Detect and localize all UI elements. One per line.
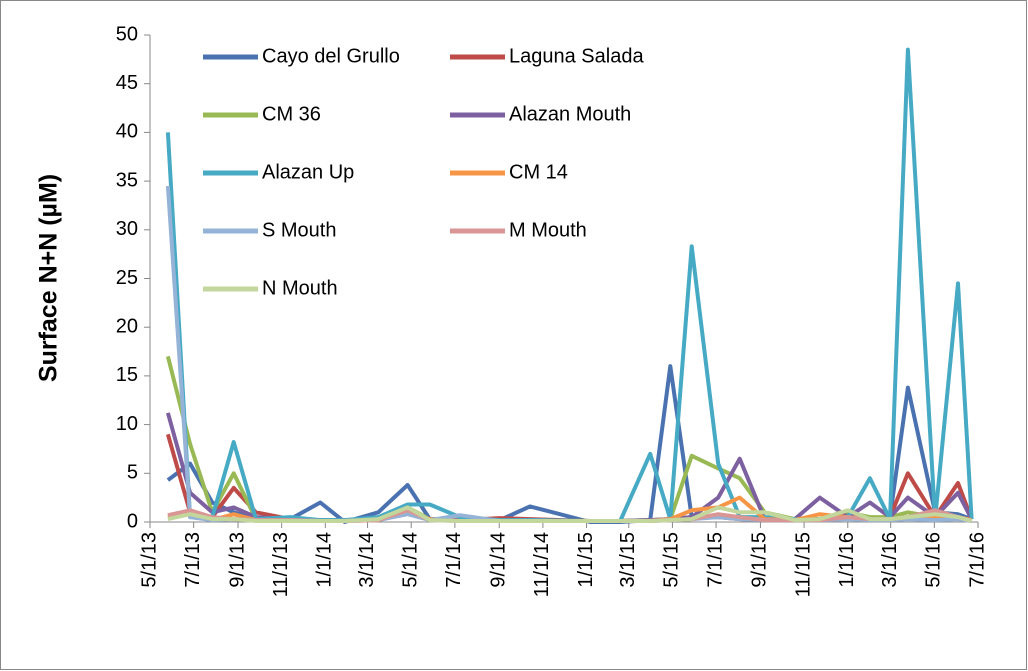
y-tick-label: 10 [116,413,138,435]
y-tick-label: 5 [127,462,138,484]
x-tick-label: 5/1/14 [399,532,421,588]
y-tick-label: 15 [116,364,138,386]
legend-label: Cayo del Grullo [262,45,400,67]
x-tick-label: 11/1/13 [270,532,292,597]
y-tick-label: 30 [116,218,138,240]
x-tick-label: 5/1/13 [138,532,160,588]
x-tick-label: 11/1/14 [531,532,553,597]
y-tick-label: 20 [116,315,138,337]
y-tick-label: 50 [116,23,138,45]
x-tick-label: 1/1/14 [314,532,336,588]
x-tick-label: 1/1/15 [575,532,597,588]
x-tick-label: 1/1/16 [836,532,858,588]
legend-label: N Mouth [262,277,338,299]
x-tick-label: 5/1/15 [661,532,683,588]
y-tick-label: 40 [116,121,138,143]
x-tick-label: 5/1/16 [923,532,945,588]
x-tick-label: 3/1/14 [356,532,378,588]
legend-label: CM 36 [262,103,321,125]
series-line [167,505,973,523]
x-tick-label: 7/1/14 [443,532,465,588]
legend-label: CM 14 [509,161,568,183]
x-tick-label: 7/1/15 [704,532,726,588]
legend-label: M Mouth [509,219,587,241]
x-tick-label: 3/1/16 [879,532,901,588]
x-tick-label: 9/1/14 [488,532,510,588]
legend-label: S Mouth [262,219,336,241]
x-tick-label: 9/1/15 [749,532,771,588]
x-tick-label: 7/1/13 [182,532,204,588]
x-tick-label: 11/1/15 [792,532,814,597]
y-tick-label: 35 [116,169,138,191]
y-tick-label: 45 [116,72,138,94]
legend-label: Laguna Salada [509,45,644,67]
y-tick-label: 25 [116,267,138,289]
x-tick-label: 3/1/15 [617,532,639,588]
legend-label: Alazan Mouth [509,103,631,125]
x-tick-label: 9/1/13 [226,532,248,588]
legend-label: Alazan Up [262,161,354,183]
x-tick-label: 7/1/16 [966,532,988,588]
y-tick-label: 0 [127,510,138,532]
y-axis-label: Surface N+N (µM) [35,174,63,382]
